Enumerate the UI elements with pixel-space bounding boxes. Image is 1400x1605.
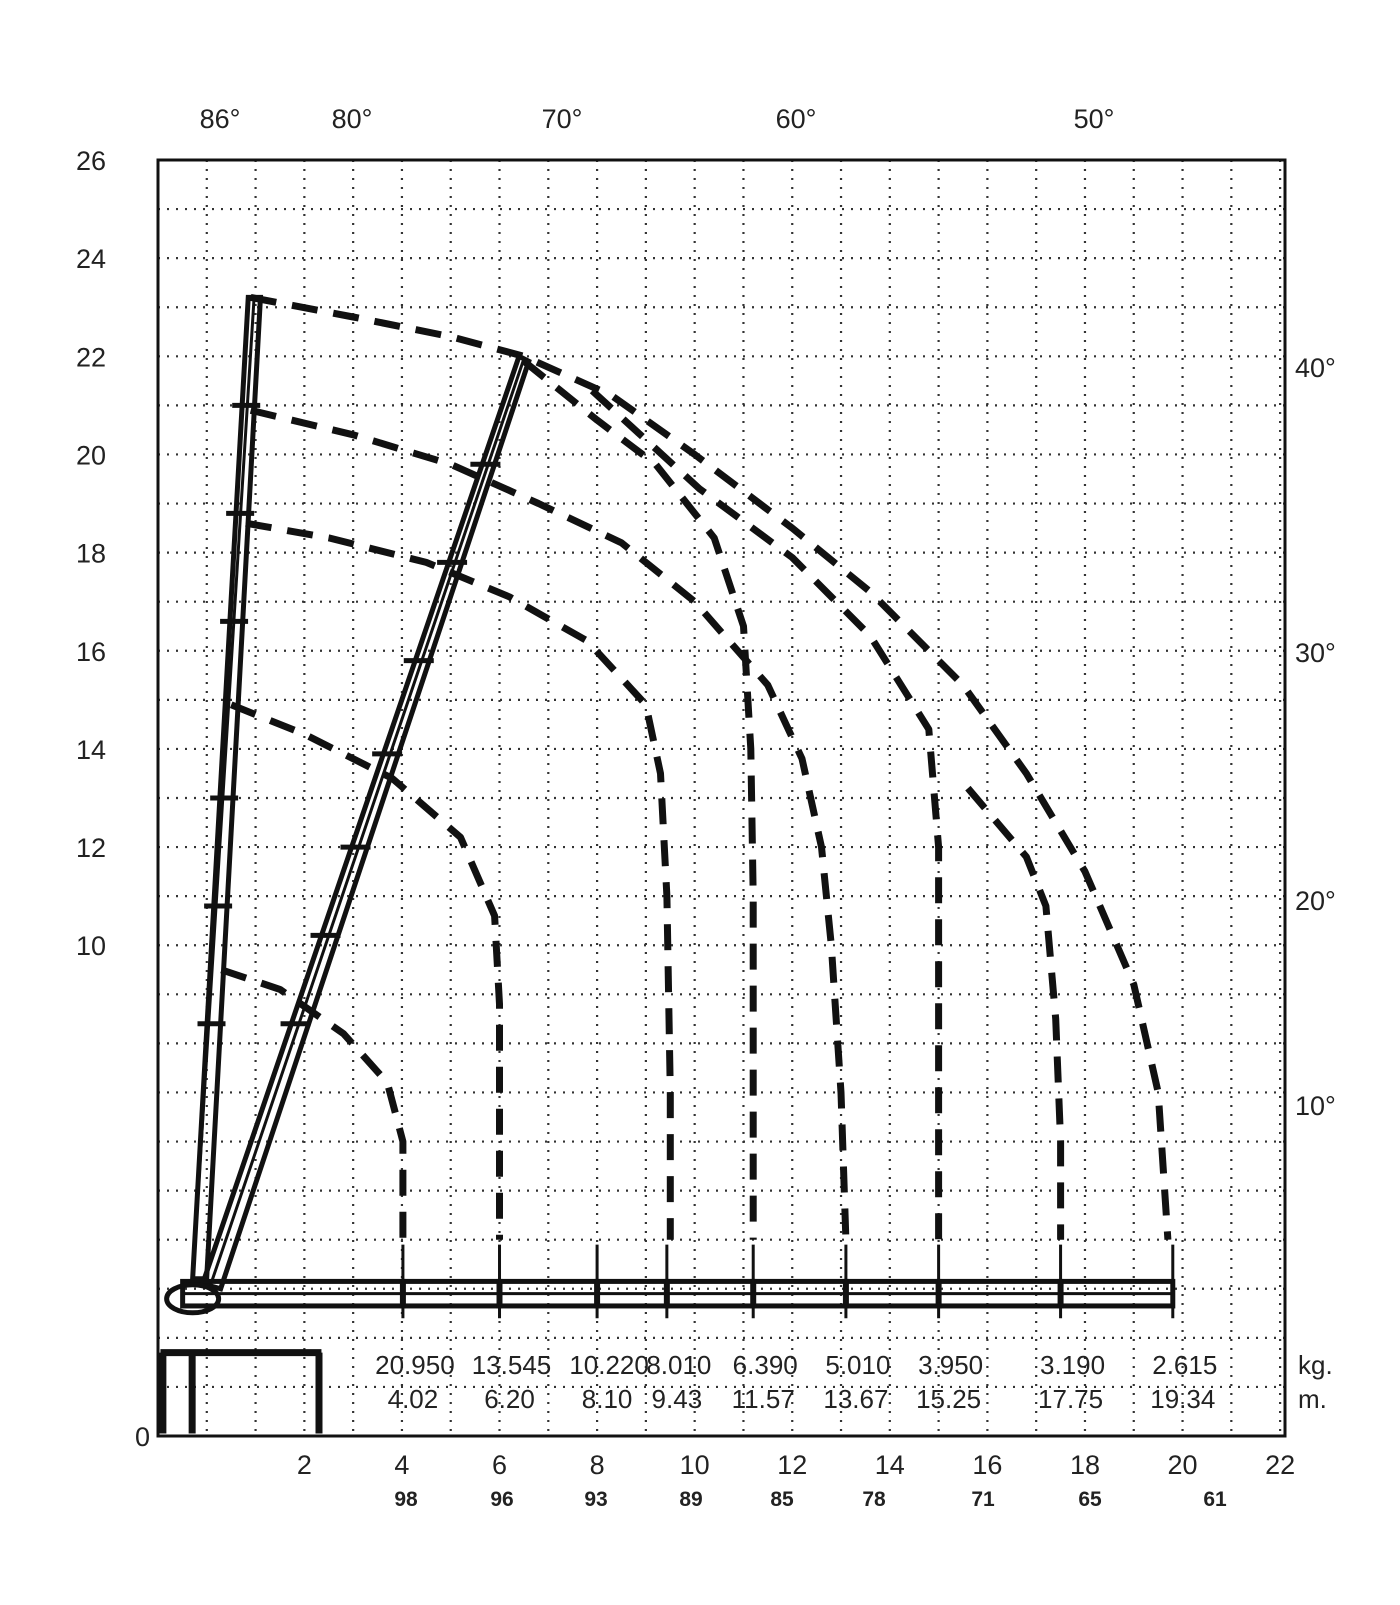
top-angle-label: 50° [1074,104,1115,134]
bottom-number: 98 [394,1488,418,1511]
x-tick-label: 2 [297,1450,312,1480]
boom-inclined [199,352,532,1292]
reach-value-label: 9.43 [652,1384,703,1414]
reach-value-label: 13.67 [823,1384,888,1414]
top-angle-label: 60° [776,104,817,134]
right-angle-label: 20° [1295,886,1336,916]
y-tick-label: 16 [76,637,106,667]
y-tick-label: 26 [76,146,106,176]
y-tick-label: 10 [76,931,106,961]
load-curve [250,293,1172,1240]
load-value-label: 20.950 [375,1350,455,1380]
reach-value-label: 11.57 [732,1384,795,1414]
load-unit-label: kg. [1298,1350,1333,1380]
load-value-label: 2.615 [1152,1350,1217,1380]
reach-value-label: 19.34 [1150,1384,1215,1414]
right-angle-label: 30° [1295,638,1336,668]
top-angle-label: 70° [542,104,583,134]
y-tick-label: 18 [76,539,106,569]
load-curve [249,406,850,1240]
reach-unit-label: m. [1298,1384,1327,1414]
load-value-label: 13.545 [472,1350,552,1380]
load-curve [521,358,757,1240]
load-curve [245,519,674,1240]
right-angle-label: 40° [1295,353,1336,383]
bottom-number: 78 [862,1488,886,1511]
crane-boom-drawing [159,294,1176,1434]
top-angle-label: 80° [332,104,373,134]
load-value-label: 10.220 [569,1350,649,1380]
boom-upright-inner [193,297,256,1249]
y-tick-label: 12 [76,833,106,863]
y-tick-label: 22 [76,342,106,372]
reach-value-label: 15.25 [916,1384,981,1414]
truck-outrigger [159,1349,323,1434]
load-curve [229,701,503,1240]
reach-value-label: 6.20 [484,1384,535,1414]
x-tick-label: 18 [1070,1450,1100,1480]
x-tick-label: 16 [972,1450,1002,1480]
x-tick-label: 6 [492,1450,507,1480]
bottom-number: 65 [1078,1488,1102,1511]
right-angle-label: 10° [1295,1091,1336,1121]
x-tick-label: 10 [680,1450,710,1480]
x-tick-label: 12 [777,1450,807,1480]
x-tick-label: 14 [875,1450,905,1480]
bottom-number: 61 [1203,1488,1227,1511]
x-tick-label: 22 [1265,1450,1295,1480]
bottom-number: 89 [679,1488,702,1511]
y-tick-label: 20 [76,440,106,470]
x-tick-label: 20 [1168,1450,1198,1480]
load-value-label: 6.390 [733,1350,798,1380]
axis-labels: 2 4 6 8 10 12 14 16 18 20 22010121416182022242686°… [76,104,1336,1511]
load-curve [220,966,407,1240]
reach-value-label: 17.75 [1038,1384,1103,1414]
boom-inclined-inner [209,358,526,1286]
plot-frame [156,158,1287,1438]
load-curve [965,785,1065,1240]
reach-value-label: 4.02 [388,1384,439,1414]
y-tick-label: 0 [135,1422,150,1452]
reach-value-label: 8.10 [582,1384,633,1414]
load-curve [589,388,943,1240]
load-value-label: 3.190 [1040,1350,1105,1380]
load-value-label: 3.950 [918,1350,983,1380]
x-tick-label: 8 [590,1450,605,1480]
bottom-number: 85 [770,1488,794,1511]
load-curves [220,293,1172,1240]
top-angle-label: 86° [200,104,241,134]
bottom-number: 71 [971,1488,995,1511]
y-tick-label: 14 [76,735,106,765]
bottom-number: 93 [584,1488,607,1511]
grid-layer [156,158,1287,1438]
y-tick-label: 24 [76,244,106,274]
x-tick-label: 4 [394,1450,409,1480]
boom-pivot [164,1282,222,1316]
load-value-label: 8.010 [646,1350,711,1380]
load-value-label: 5.010 [825,1350,890,1380]
bottom-number: 96 [490,1488,513,1511]
